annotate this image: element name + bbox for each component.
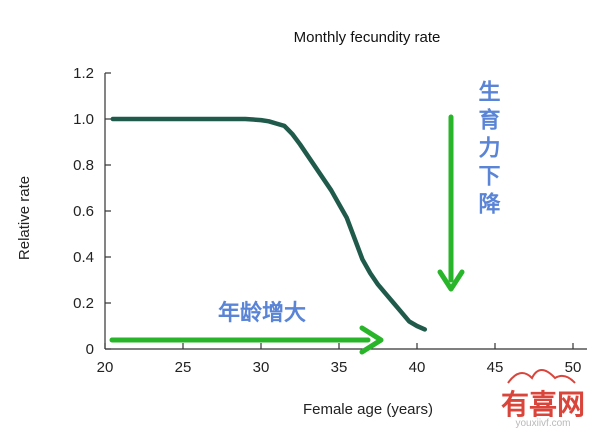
annotation-arrows <box>109 114 465 355</box>
y-tick-label: 0.2 <box>73 295 94 312</box>
chart-title: Monthly fecundity rate <box>294 29 441 46</box>
x-tick-label: 30 <box>253 359 270 376</box>
age-increase-arrowhead <box>359 325 384 355</box>
y-ticks: 0 0.2 0.4 0.6 0.8 1.0 1.2 <box>73 65 111 358</box>
watermark-text: 有喜网 <box>501 388 585 421</box>
watermark: 有喜网 youxiivf.com <box>501 369 585 429</box>
x-tick-label: 40 <box>409 359 426 376</box>
x-tick-label: 35 <box>331 359 348 376</box>
x-tick-label: 50 <box>565 359 582 376</box>
x-tick-label: 25 <box>175 359 192 376</box>
x-tick-label: 20 <box>97 359 114 376</box>
y-tick-label: 0 <box>86 341 94 358</box>
y-tick-label: 1.2 <box>73 65 94 82</box>
axes <box>104 73 587 350</box>
y-tick-label: 1.0 <box>73 111 94 128</box>
y-axis-title: Relative rate <box>16 176 33 260</box>
y-tick-label: 0.6 <box>73 203 94 220</box>
annotation-age-increase: 年龄增大 <box>218 300 306 326</box>
watermark-logo-icon <box>507 369 576 384</box>
annotation-fertility-decline: 生育力下降 <box>475 80 501 220</box>
x-ticks: 20 25 30 35 40 45 50 <box>97 343 582 376</box>
watermark-url: youxiivf.com <box>515 418 570 429</box>
series-layer <box>110 116 428 332</box>
fertility-decline-arrowhead <box>437 269 465 292</box>
x-tick-label: 45 <box>487 359 504 376</box>
y-tick-label: 0.4 <box>73 249 94 266</box>
series-line <box>110 116 428 332</box>
x-axis-title: Female age (years) <box>303 401 433 418</box>
y-tick-label: 0.8 <box>73 157 94 174</box>
